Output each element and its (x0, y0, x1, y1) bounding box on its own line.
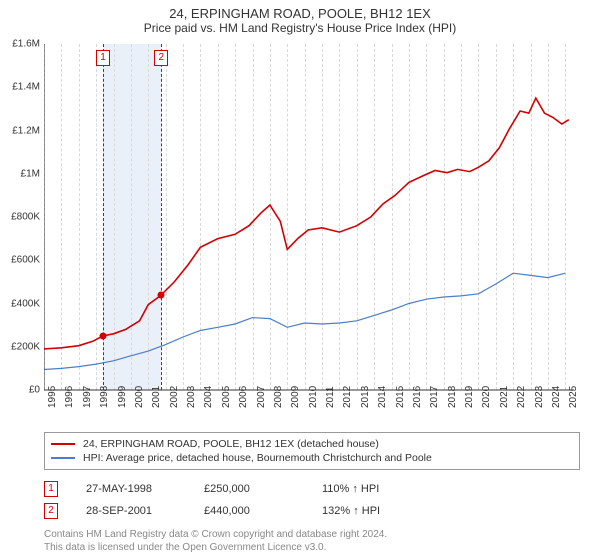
y-axis-label: £600K (4, 255, 40, 266)
transaction-marker-icon: 2 (44, 503, 58, 519)
y-axis-label: £1.2M (4, 125, 40, 136)
transaction-hpi-pct: 132% ↑ HPI (322, 505, 380, 517)
legend: 24, ERPINGHAM ROAD, POOLE, BH12 1EX (det… (44, 432, 580, 470)
transaction-marker-icon: 1 (44, 481, 58, 497)
chart-area: £0£200K£400K£600K£800K£1M£1.2M£1.4M£1.6M… (44, 44, 574, 390)
transaction-row: 1 27-MAY-1998 £250,000 110% ↑ HPI (44, 478, 380, 500)
legend-item: 24, ERPINGHAM ROAD, POOLE, BH12 1EX (det… (51, 437, 573, 451)
transaction-price: £440,000 (204, 505, 294, 517)
y-axis-label: £1.6M (4, 39, 40, 50)
transaction-date: 28-SEP-2001 (86, 505, 176, 517)
transaction-row: 2 28-SEP-2001 £440,000 132% ↑ HPI (44, 500, 380, 522)
chart-container: 24, ERPINGHAM ROAD, POOLE, BH12 1EX Pric… (0, 0, 600, 560)
footer-line: This data is licensed under the Open Gov… (44, 541, 387, 554)
y-axis-label: £800K (4, 212, 40, 223)
legend-item: HPI: Average price, detached house, Bour… (51, 451, 573, 465)
footer: Contains HM Land Registry data © Crown c… (44, 528, 387, 554)
chart-title: 24, ERPINGHAM ROAD, POOLE, BH12 1EX (0, 0, 600, 21)
plot-area: £0£200K£400K£600K£800K£1M£1.2M£1.4M£1.6M… (44, 44, 574, 390)
legend-label: HPI: Average price, detached house, Bour… (83, 452, 432, 464)
y-axis-label: £400K (4, 298, 40, 309)
transaction-date: 27-MAY-1998 (86, 483, 176, 495)
transaction-table: 1 27-MAY-1998 £250,000 110% ↑ HPI 2 28-S… (44, 478, 380, 522)
chart-subtitle: Price paid vs. HM Land Registry's House … (0, 21, 600, 37)
legend-swatch-red (51, 443, 75, 445)
footer-line: Contains HM Land Registry data © Crown c… (44, 528, 387, 541)
legend-swatch-blue (51, 457, 75, 459)
y-axis-label: £1M (4, 168, 40, 179)
y-axis-label: £200K (4, 341, 40, 352)
y-axis-label: £0 (4, 385, 40, 396)
y-axis-label: £1.4M (4, 82, 40, 93)
transaction-hpi-pct: 110% ↑ HPI (322, 483, 379, 495)
transaction-price: £250,000 (204, 483, 294, 495)
legend-label: 24, ERPINGHAM ROAD, POOLE, BH12 1EX (det… (83, 438, 379, 450)
